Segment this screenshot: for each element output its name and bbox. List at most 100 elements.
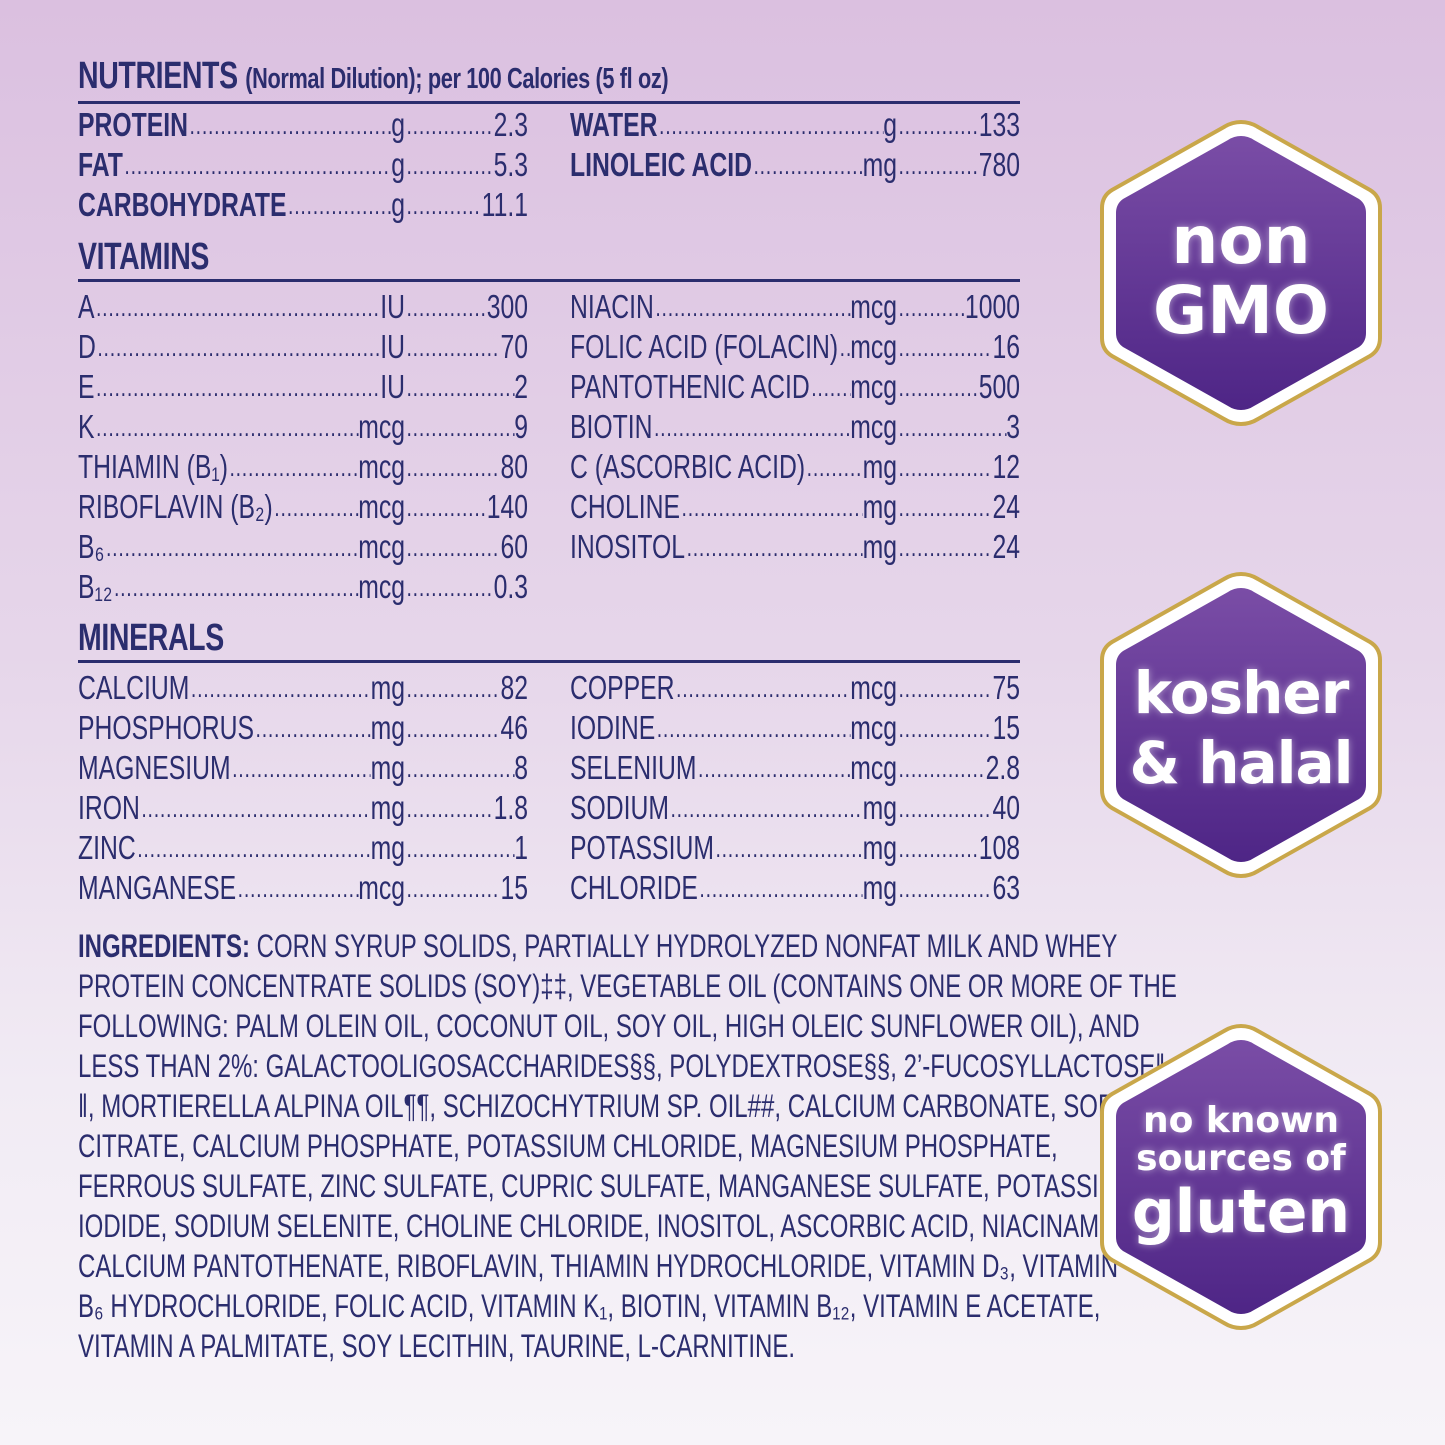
nutrient-name: D bbox=[78, 328, 96, 365]
nutrient-name: BIOTIN bbox=[570, 408, 653, 445]
leader-dots bbox=[287, 185, 391, 225]
nutrient-unit: mg bbox=[862, 869, 897, 906]
nutrient-value: 108 bbox=[978, 829, 1020, 866]
nutrient-unit: IU bbox=[380, 368, 405, 405]
nutrient-row: ZINC mg 1 bbox=[78, 828, 528, 868]
nutrient-value: 63 bbox=[992, 869, 1020, 906]
ingredients-text: PROTEIN CONCENTRATE SOLIDS (SOY)‡‡, VEGE… bbox=[78, 968, 1177, 1004]
nutrient-unit: mcg bbox=[850, 408, 897, 445]
nutrient-name: ZINC bbox=[78, 829, 136, 866]
nutrient-value: 11.1 bbox=[481, 186, 528, 223]
nutrient-value: 1.8 bbox=[493, 789, 528, 826]
nutrient-row: IRON mg 1.8 bbox=[78, 788, 528, 828]
nutrient-row: A IU 300 bbox=[78, 287, 528, 327]
leader-dots bbox=[405, 788, 494, 828]
leader-dots bbox=[897, 105, 978, 145]
leader-dots bbox=[123, 145, 391, 185]
leader-dots bbox=[897, 487, 993, 527]
nutrient-value: 24 bbox=[992, 488, 1020, 525]
nutrient-name: B₆ bbox=[78, 528, 105, 565]
leader-dots bbox=[810, 367, 850, 407]
leader-dots bbox=[112, 567, 358, 607]
leader-dots bbox=[752, 145, 862, 185]
leader-dots bbox=[897, 868, 993, 908]
nutrient-value: 780 bbox=[978, 146, 1020, 183]
nutrient-unit: mg bbox=[370, 829, 405, 866]
nutrient-value: 75 bbox=[992, 669, 1020, 706]
leader-dots bbox=[714, 828, 862, 868]
nutrient-unit: g bbox=[391, 106, 405, 143]
leader-dots bbox=[140, 788, 370, 828]
leader-dots bbox=[897, 828, 978, 868]
nutrient-value: 12 bbox=[992, 448, 1020, 485]
nutrient-row: RIBOFLAVIN (B₂) mcg 140 bbox=[78, 487, 528, 527]
leader-dots bbox=[405, 145, 494, 185]
nutrient-value: 15 bbox=[500, 869, 528, 906]
nutrient-name: PANTOTHENIC ACID bbox=[570, 368, 810, 405]
nutrient-row: MAGNESIUM mg 8 bbox=[78, 748, 528, 788]
nutrient-value: 300 bbox=[486, 288, 528, 325]
nutrient-row: SELENIUM mcg 2.8 bbox=[570, 748, 1020, 788]
nutrient-row: FAT g 5.3 bbox=[78, 145, 528, 185]
leader-dots bbox=[405, 287, 486, 327]
nutrient-value: 1000 bbox=[964, 288, 1020, 325]
nutrient-name: RIBOFLAVIN (B₂) bbox=[78, 488, 273, 525]
nutrient-name: C (ASCORBIC ACID) bbox=[570, 448, 806, 485]
nutrient-row: NIACIN mcg 1000 bbox=[570, 287, 1020, 327]
ingredients-text: CORN SYRUP SOLIDS, PARTIALLY HYDROLYZED … bbox=[250, 928, 1118, 964]
nutrient-unit: mcg bbox=[358, 528, 405, 565]
nutrient-name: MAGNESIUM bbox=[78, 749, 231, 786]
nutrient-row: D IU 70 bbox=[78, 327, 528, 367]
nutrient-value: 0.3 bbox=[493, 568, 528, 605]
nutrient-unit: mcg bbox=[850, 669, 897, 706]
nutrient-value: 46 bbox=[500, 709, 528, 746]
nutrient-name: FAT bbox=[78, 146, 123, 183]
nutrients-left: PROTEIN g 2.3 FAT g 5.3 CARBOHYDRATE g 11.1 bbox=[78, 105, 528, 225]
nutrient-value: 16 bbox=[992, 328, 1020, 365]
nutrient-name: LINOLEIC ACID bbox=[570, 146, 752, 183]
leader-dots bbox=[405, 527, 501, 567]
leader-dots bbox=[697, 748, 850, 788]
nutrient-name: INOSITOL bbox=[570, 528, 686, 565]
leader-dots bbox=[897, 668, 993, 708]
nutrient-value: 24 bbox=[992, 528, 1020, 565]
nutrient-value: 80 bbox=[500, 448, 528, 485]
nutrient-value: 5.3 bbox=[493, 146, 528, 183]
nutrient-row: COPPER mcg 75 bbox=[570, 668, 1020, 708]
nutrient-row: FOLIC ACID (FOLACIN) mcg 16 bbox=[570, 327, 1020, 367]
leader-dots bbox=[680, 487, 863, 527]
nutrient-row: CARBOHYDRATE g 11.1 bbox=[78, 185, 528, 225]
ingredients-line: FERROUS SULFATE, ZINC SULFATE, CUPRIC SU… bbox=[78, 1166, 1136, 1206]
leader-dots bbox=[405, 185, 482, 225]
ingredients: INGREDIENTS: CORN SYRUP SOLIDS, PARTIALL… bbox=[78, 926, 1177, 1366]
nutrient-value: 40 bbox=[992, 789, 1020, 826]
minerals-header: MINERALS bbox=[78, 616, 1020, 663]
nutrient-value: 500 bbox=[978, 368, 1020, 405]
nutrient-row: CHOLINE mg 24 bbox=[570, 487, 1020, 527]
nutrient-unit: mcg bbox=[850, 709, 897, 746]
nutrient-value: 8 bbox=[514, 749, 528, 786]
nutrient-row: IODINE mcg 15 bbox=[570, 708, 1020, 748]
nutrient-name: SELENIUM bbox=[570, 749, 697, 786]
ingredients-text: CALCIUM PANTOTHENATE, RIBOFLAVIN, THIAMI… bbox=[78, 1248, 1119, 1284]
nutrient-row: MANGANESE mcg 15 bbox=[78, 868, 528, 908]
leader-dots bbox=[188, 105, 392, 145]
ingredients-text: FERROUS SULFATE, ZINC SULFATE, CUPRIC SU… bbox=[78, 1168, 1136, 1204]
nutrition-panel: NUTRIENTS (Normal Dilution); per 100 Cal… bbox=[78, 0, 1177, 1445]
ingredients-line: CALCIUM PANTOTHENATE, RIBOFLAVIN, THIAMI… bbox=[78, 1246, 1118, 1286]
leader-dots bbox=[698, 868, 862, 908]
nutrient-name: E bbox=[78, 368, 95, 405]
nutrient-unit: mg bbox=[862, 146, 897, 183]
nutrient-name: CARBOHYDRATE bbox=[78, 186, 287, 223]
nutrient-name: B₁₂ bbox=[78, 568, 113, 605]
nutrient-name: NIACIN bbox=[570, 288, 654, 325]
nutrient-value: 15 bbox=[992, 709, 1020, 746]
nutrient-unit: mcg bbox=[358, 448, 405, 485]
leader-dots bbox=[405, 668, 501, 708]
leader-dots bbox=[654, 287, 850, 327]
nutrient-row: WATER g 133 bbox=[570, 105, 1020, 145]
leader-dots bbox=[231, 748, 370, 788]
leader-dots bbox=[897, 788, 993, 828]
leader-dots bbox=[897, 447, 993, 487]
nutrient-name: THIAMIN (B₁) bbox=[78, 448, 228, 485]
